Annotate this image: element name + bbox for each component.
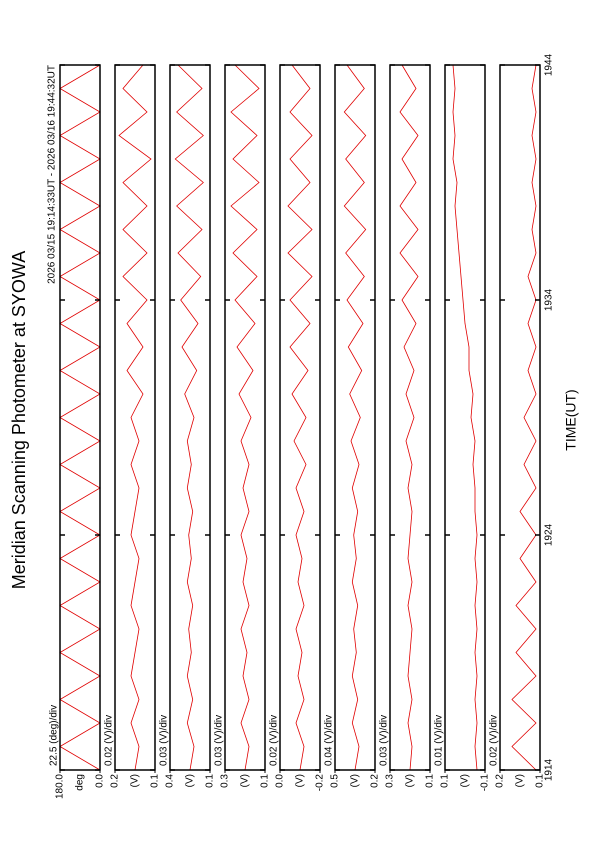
y-tick-label: 0.2 [110,774,121,788]
unit-label: (V) [350,774,361,787]
unit-label: (V) [405,774,416,787]
y-tick-label: 180.0 [55,774,66,799]
unit-label: (V) [240,774,251,787]
signal-trace [343,64,367,771]
panel-frame [59,64,101,771]
y-tick-label: -0.1 [480,774,491,792]
scale-label: 22.5 (deg)/div [49,705,60,766]
x-tick-label: 1914 [544,758,555,781]
signal-trace [399,64,419,771]
y-tick-label: 0.2 [495,774,506,788]
subtitle: 2026 03/15 19:14:33UT - 2026 03/16 19:44… [47,65,58,284]
panel-frame [169,64,211,771]
x-tick-label: 1924 [544,523,555,546]
x-tick-label: 1934 [544,288,555,311]
scale-label: 0.01 (V)/div [434,715,445,766]
y-tick-label: 0.1 [440,774,451,788]
y-tick-label: 0.2 [370,774,381,788]
y-tick-label: 0.1 [260,774,271,788]
scale-label: 0.03 (V)/div [159,715,170,766]
signal-trace [118,64,152,771]
y-tick-label: 0.3 [220,774,231,788]
scale-label: 0.03 (V)/div [214,715,225,766]
unit-label: (V) [130,774,141,787]
panel-frame [444,64,486,771]
y-tick-label: 0.1 [205,774,216,788]
unit-label: deg [75,774,86,791]
panel-frame [334,64,376,771]
y-tick-label: 0.3 [385,774,396,788]
scale-label: 0.02 (V)/div [104,715,115,766]
scale-label: 0.02 (V)/div [489,715,500,766]
panel-frame [499,64,541,771]
rotated-plot: Meridian Scanning Photometer at SYOWA 20… [9,53,579,799]
y-tick-label: 0.0 [95,774,106,788]
y-tick-label: 0.1 [535,774,546,788]
unit-label: (V) [185,774,196,787]
y-tick-label: -0.2 [315,774,326,792]
signal-trace [230,64,260,771]
panel-frame [224,64,266,771]
unit-label: (V) [515,774,526,787]
panel-frame [114,64,156,771]
panel-frame [389,64,431,771]
y-tick-label: 0.4 [165,774,176,788]
signal-trace [287,64,313,771]
unit-label: (V) [460,774,471,787]
x-axis-label: TIME(UT) [563,389,579,450]
signal-trace [59,64,101,771]
panel-frame [279,64,321,771]
scale-label: 0.03 (V)/div [379,715,390,766]
y-tick-label: 0.1 [150,774,161,788]
signal-trace [511,64,537,771]
y-tick-label: 0.1 [425,774,436,788]
signal-trace [452,64,478,771]
chart-title: Meridian Scanning Photometer at SYOWA [9,251,29,590]
unit-label: (V) [295,774,306,787]
signal-trace [174,64,204,771]
x-tick-label: 1944 [544,53,555,76]
scale-label: 0.04 (V)/div [324,715,335,766]
scale-label: 0.02 (V)/div [269,715,280,766]
y-tick-label: 0.0 [275,774,286,788]
y-tick-label: 0.5 [330,774,341,788]
